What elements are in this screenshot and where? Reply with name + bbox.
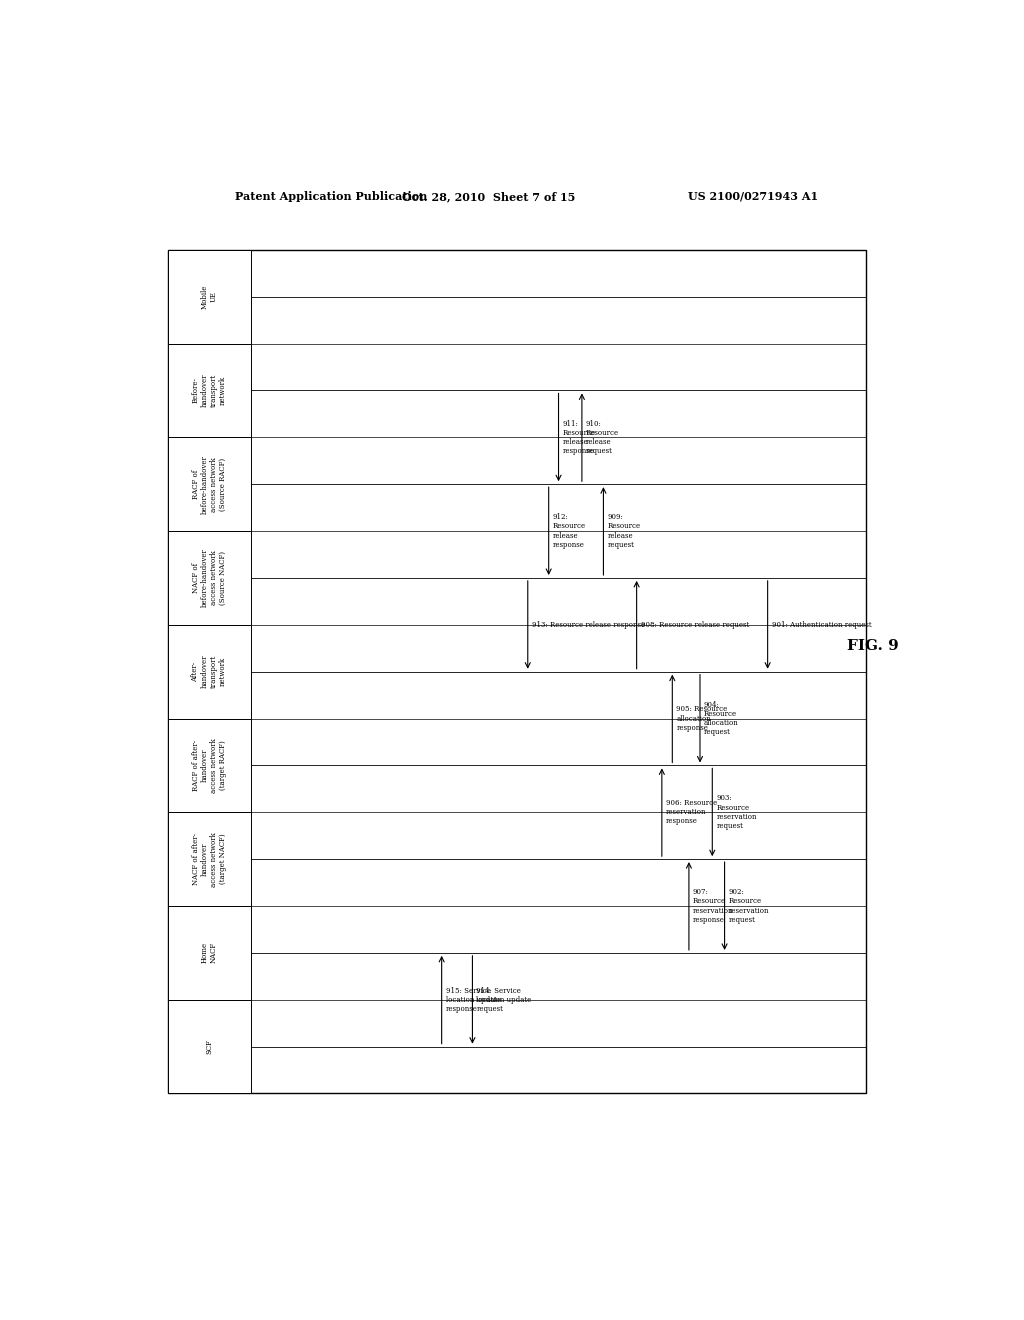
Text: 907:
Resource
reservation
response: 907: Resource reservation response <box>693 888 733 924</box>
Text: 906: Resource
reservation
response: 906: Resource reservation response <box>666 799 717 825</box>
Text: Home
NACF: Home NACF <box>201 942 218 964</box>
Text: 903:
Resource
reservation
request: 903: Resource reservation request <box>716 795 757 830</box>
Bar <box>168 624 251 718</box>
Text: 911:
Resource
release
response: 911: Resource release response <box>562 420 596 455</box>
Bar <box>168 531 251 624</box>
Text: 909:
Resource
release
request: 909: Resource release request <box>607 513 641 549</box>
Bar <box>168 437 251 531</box>
Text: Before-
handover
transport
network: Before- handover transport network <box>191 374 227 408</box>
Text: 904:
Resource
allocation
request: 904: Resource allocation request <box>703 701 738 737</box>
Bar <box>168 718 251 812</box>
Text: 901: Authentication request: 901: Authentication request <box>772 620 871 628</box>
Bar <box>168 249 866 1093</box>
Text: Mobile
UE: Mobile UE <box>201 285 218 309</box>
Text: SCF: SCF <box>206 1039 213 1055</box>
Bar <box>168 249 251 343</box>
Text: 910:
Resource
release
request: 910: Resource release request <box>586 420 618 455</box>
Text: NACF of after-
handover
access network
(target NACF): NACF of after- handover access network (… <box>191 832 227 887</box>
Text: RACF of after-
handover
access network
(target RACF): RACF of after- handover access network (… <box>191 738 227 793</box>
Text: FIG. 9: FIG. 9 <box>847 639 898 653</box>
Bar <box>168 906 251 999</box>
Text: Oct. 28, 2010  Sheet 7 of 15: Oct. 28, 2010 Sheet 7 of 15 <box>402 191 575 202</box>
Text: Patent Application Publication: Patent Application Publication <box>236 191 427 202</box>
Text: US 2100/0271943 A1: US 2100/0271943 A1 <box>688 191 818 202</box>
Text: 913: Resource release response: 913: Resource release response <box>531 620 645 628</box>
Text: 912:
Resource
release
response: 912: Resource release response <box>553 513 586 549</box>
Text: NACF of
before-handover
access network
(Source NACF): NACF of before-handover access network (… <box>191 549 227 607</box>
Text: 915: Service
location update
response: 915: Service location update response <box>445 986 501 1012</box>
Bar <box>168 343 251 437</box>
Text: 905: Resource
allocation
response: 905: Resource allocation response <box>676 705 727 731</box>
Bar <box>168 999 251 1093</box>
Bar <box>168 812 251 906</box>
Text: 902:
Resource
reservation
request: 902: Resource reservation request <box>728 888 769 924</box>
Text: After-
handover
transport
network: After- handover transport network <box>191 655 227 689</box>
Text: RACF of
before-handover
access network
(Source RACF): RACF of before-handover access network (… <box>191 455 227 513</box>
Text: 908: Resource release request: 908: Resource release request <box>641 620 749 628</box>
Text: 914: Service
location update
request: 914: Service location update request <box>476 986 531 1012</box>
